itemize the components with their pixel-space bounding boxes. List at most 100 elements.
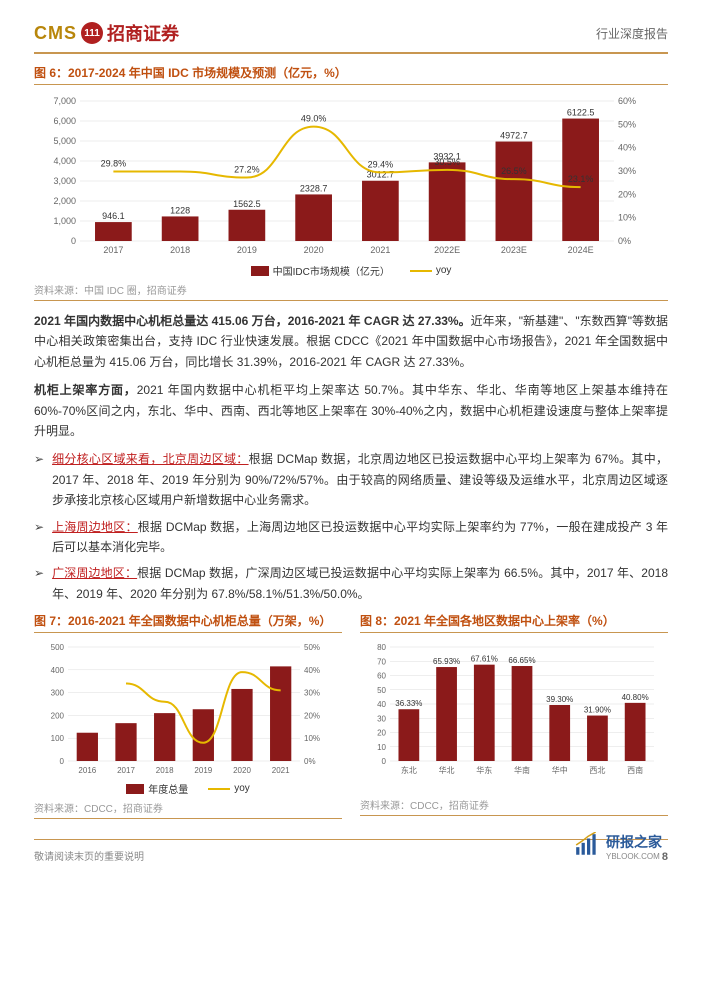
svg-text:20%: 20% bbox=[304, 711, 320, 720]
bullet-item: ➢上海周边地区：根据 DCMap 数据，上海周边地区已投运数据中心平均实际上架率… bbox=[34, 517, 668, 558]
fig7-legend-line: yoy bbox=[234, 783, 250, 794]
page-header: CMS 111 招商证券 行业深度报告 bbox=[34, 20, 668, 54]
svg-text:30%: 30% bbox=[304, 689, 320, 698]
body-text: 2021 年国内数据中心机柜总量达 415.06 万台，2016-2021 年 … bbox=[34, 311, 668, 604]
svg-text:2024E: 2024E bbox=[568, 245, 594, 255]
svg-text:2018: 2018 bbox=[170, 245, 190, 255]
fig8-source: 资料来源：CDCC，招商证券 bbox=[360, 797, 668, 816]
svg-text:2017: 2017 bbox=[103, 245, 123, 255]
svg-text:0%: 0% bbox=[304, 757, 316, 766]
svg-text:30: 30 bbox=[377, 714, 386, 723]
svg-text:30%: 30% bbox=[618, 166, 636, 176]
fig7-chart: 01002003004005000%10%20%30%40%50%2016201… bbox=[34, 639, 342, 779]
svg-text:华南: 华南 bbox=[514, 765, 530, 775]
fig6-chart: 01,0002,0003,0004,0005,0006,0007,0000%10… bbox=[34, 91, 668, 261]
page-footer: 敬请阅读末页的重要说明 8 bbox=[34, 839, 668, 863]
svg-text:4972.7: 4972.7 bbox=[500, 131, 528, 141]
svg-text:500: 500 bbox=[51, 643, 65, 652]
watermark-chart-icon bbox=[574, 832, 600, 861]
svg-text:31.90%: 31.90% bbox=[584, 706, 611, 715]
svg-text:6122.5: 6122.5 bbox=[567, 108, 595, 118]
svg-text:4,000: 4,000 bbox=[53, 156, 76, 166]
svg-text:65.93%: 65.93% bbox=[433, 657, 460, 666]
fig7-legend-bar: 年度总量 bbox=[148, 781, 188, 796]
footer-disclaimer: 敬请阅读末页的重要说明 bbox=[34, 848, 144, 863]
svg-text:50%: 50% bbox=[618, 119, 636, 129]
svg-text:200: 200 bbox=[51, 711, 65, 720]
fig8-title: 图 8：2021 年全国各地区数据中心上架率（%） bbox=[360, 612, 668, 633]
svg-text:0: 0 bbox=[71, 236, 76, 246]
svg-text:300: 300 bbox=[51, 689, 65, 698]
svg-text:27.2%: 27.2% bbox=[234, 165, 260, 175]
svg-text:2016: 2016 bbox=[78, 766, 96, 775]
fig6-legend: 中国IDC市场规模（亿元） yoy bbox=[34, 263, 668, 278]
svg-text:66.65%: 66.65% bbox=[508, 656, 535, 665]
svg-text:2,000: 2,000 bbox=[53, 196, 76, 206]
svg-text:华中: 华中 bbox=[552, 765, 568, 775]
svg-text:60%: 60% bbox=[618, 96, 636, 106]
svg-text:26.5%: 26.5% bbox=[501, 166, 527, 176]
svg-text:2018: 2018 bbox=[156, 766, 174, 775]
svg-text:10%: 10% bbox=[304, 734, 320, 743]
svg-text:20: 20 bbox=[377, 729, 386, 738]
svg-text:7,000: 7,000 bbox=[53, 96, 76, 106]
fig6-legend-bar: 中国IDC市场规模（亿元） bbox=[273, 263, 390, 278]
watermark: 研报之家 YBLOOK.COM bbox=[574, 832, 662, 861]
svg-text:2021: 2021 bbox=[370, 245, 390, 255]
report-type: 行业深度报告 bbox=[596, 25, 668, 42]
svg-text:80: 80 bbox=[377, 643, 386, 652]
svg-text:西北: 西北 bbox=[589, 766, 605, 775]
svg-text:0%: 0% bbox=[618, 236, 631, 246]
svg-text:2020: 2020 bbox=[304, 245, 324, 255]
watermark-sub: YBLOOK.COM bbox=[606, 852, 662, 861]
fig6-legend-line: yoy bbox=[436, 265, 452, 276]
svg-text:946.1: 946.1 bbox=[102, 211, 125, 221]
svg-text:39.30%: 39.30% bbox=[546, 695, 573, 704]
svg-text:36.33%: 36.33% bbox=[395, 699, 422, 708]
fig7-source: 资料来源：CDCC，招商证券 bbox=[34, 800, 342, 819]
svg-text:29.4%: 29.4% bbox=[368, 159, 394, 169]
svg-text:0: 0 bbox=[60, 757, 65, 766]
svg-text:40: 40 bbox=[377, 700, 386, 709]
svg-text:2017: 2017 bbox=[117, 766, 135, 775]
svg-text:49.0%: 49.0% bbox=[301, 114, 327, 124]
svg-text:3,000: 3,000 bbox=[53, 176, 76, 186]
svg-text:40%: 40% bbox=[304, 666, 320, 675]
svg-text:6,000: 6,000 bbox=[53, 116, 76, 126]
svg-text:东北: 东北 bbox=[401, 765, 417, 775]
logo-cn-text: 招商证券 bbox=[107, 20, 179, 46]
svg-text:华东: 华东 bbox=[476, 765, 492, 775]
svg-text:2328.7: 2328.7 bbox=[300, 183, 328, 193]
watermark-text: 研报之家 bbox=[606, 832, 662, 852]
svg-text:2023E: 2023E bbox=[501, 245, 527, 255]
svg-text:0: 0 bbox=[382, 757, 387, 766]
fig6-title: 图 6：2017-2024 年中国 IDC 市场规模及预测（亿元，%） bbox=[34, 64, 668, 85]
svg-text:40.80%: 40.80% bbox=[622, 693, 649, 702]
page-number: 8 bbox=[662, 851, 668, 863]
svg-text:20%: 20% bbox=[618, 189, 636, 199]
svg-text:5,000: 5,000 bbox=[53, 136, 76, 146]
fig6-source: 资料来源：中国 IDC 圈，招商证券 bbox=[34, 282, 668, 301]
svg-text:1228: 1228 bbox=[170, 205, 190, 215]
svg-text:2022E: 2022E bbox=[434, 245, 460, 255]
svg-text:30.5%: 30.5% bbox=[434, 157, 460, 167]
bullet-item: ➢广深周边地区：根据 DCMap 数据，广深周边区域已投运数据中心平均实际上架率… bbox=[34, 563, 668, 604]
svg-text:40%: 40% bbox=[618, 143, 636, 153]
svg-text:67.61%: 67.61% bbox=[471, 655, 498, 664]
svg-text:60: 60 bbox=[377, 672, 386, 681]
svg-text:2020: 2020 bbox=[233, 766, 251, 775]
svg-text:10%: 10% bbox=[618, 213, 636, 223]
fig8-chart: 0102030405060708036.33%东北65.93%华北67.61%华… bbox=[360, 639, 668, 779]
svg-text:400: 400 bbox=[51, 666, 65, 675]
logo-cms-text: CMS bbox=[34, 23, 77, 44]
svg-text:50%: 50% bbox=[304, 643, 320, 652]
fig7-legend: 年度总量 yoy bbox=[34, 781, 342, 796]
fig7-title: 图 7：2016-2021 年全国数据中心机柜总量（万架，%） bbox=[34, 612, 342, 633]
svg-text:23.1%: 23.1% bbox=[568, 174, 594, 184]
svg-text:10: 10 bbox=[377, 743, 386, 752]
svg-text:29.8%: 29.8% bbox=[101, 158, 127, 168]
svg-text:1562.5: 1562.5 bbox=[233, 199, 261, 209]
svg-text:70: 70 bbox=[377, 657, 386, 666]
svg-text:50: 50 bbox=[377, 686, 386, 695]
paragraph-1: 2021 年国内数据中心机柜总量达 415.06 万台，2016-2021 年 … bbox=[34, 311, 668, 372]
